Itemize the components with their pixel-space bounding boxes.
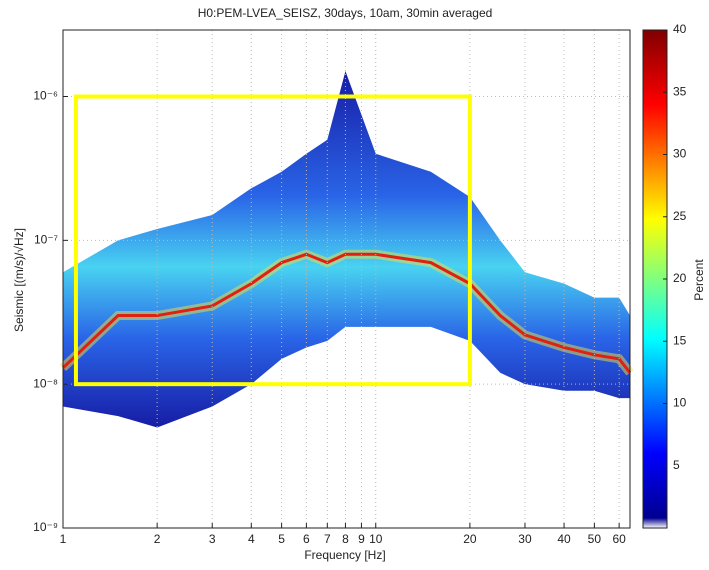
colorbar-tick-label: 35: [673, 84, 687, 98]
x-tick-label: 7: [324, 532, 331, 546]
x-tick-label: 2: [154, 532, 161, 546]
colorbar-label: Percent: [692, 259, 706, 301]
y-tick-label: 10⁻⁹: [33, 520, 58, 534]
colorbar-tick-label: 5: [673, 458, 680, 472]
y-axis-label: Seismic [(m/s)/√Hz]: [12, 228, 26, 332]
x-tick-label: 10: [369, 532, 383, 546]
colorbar-tick-label: 30: [673, 147, 687, 161]
x-tick-label: 3: [209, 532, 216, 546]
x-tick-label: 9: [358, 532, 365, 546]
highlight-box: [73, 94, 472, 387]
x-tick-label: 1: [60, 532, 67, 546]
ridge-line: [61, 252, 632, 374]
x-tick-label: 50: [588, 532, 602, 546]
plot-frame: [62, 29, 631, 529]
y-tick-label: 10⁻⁷: [34, 233, 58, 247]
colorbar-tick-label: 25: [673, 209, 687, 223]
x-tick-label: 8: [342, 532, 349, 546]
chart-title: H0:PEM-LVEA_SEISZ, 30days, 10am, 30min a…: [198, 6, 493, 20]
colorbar-tick-label: 20: [673, 271, 687, 285]
density-envelope: [63, 71, 630, 428]
x-axis-label: Frequency [Hz]: [304, 548, 385, 562]
x-tick-label: 5: [278, 532, 285, 546]
y-tick-label: 10⁻⁶: [33, 89, 58, 103]
x-tick-label: 20: [463, 532, 477, 546]
colorbar-tick-label: 40: [673, 22, 687, 36]
x-tick-label: 30: [518, 532, 532, 546]
x-tick-label: 60: [612, 532, 626, 546]
x-tick-label: 4: [248, 532, 255, 546]
x-tick-label: 40: [557, 532, 571, 546]
colorbar-tick-label: 15: [673, 333, 687, 347]
colorbar-tick-label: 10: [673, 396, 687, 410]
x-tick-label: 6: [303, 532, 310, 546]
y-tick-label: 10⁻⁸: [33, 376, 58, 390]
